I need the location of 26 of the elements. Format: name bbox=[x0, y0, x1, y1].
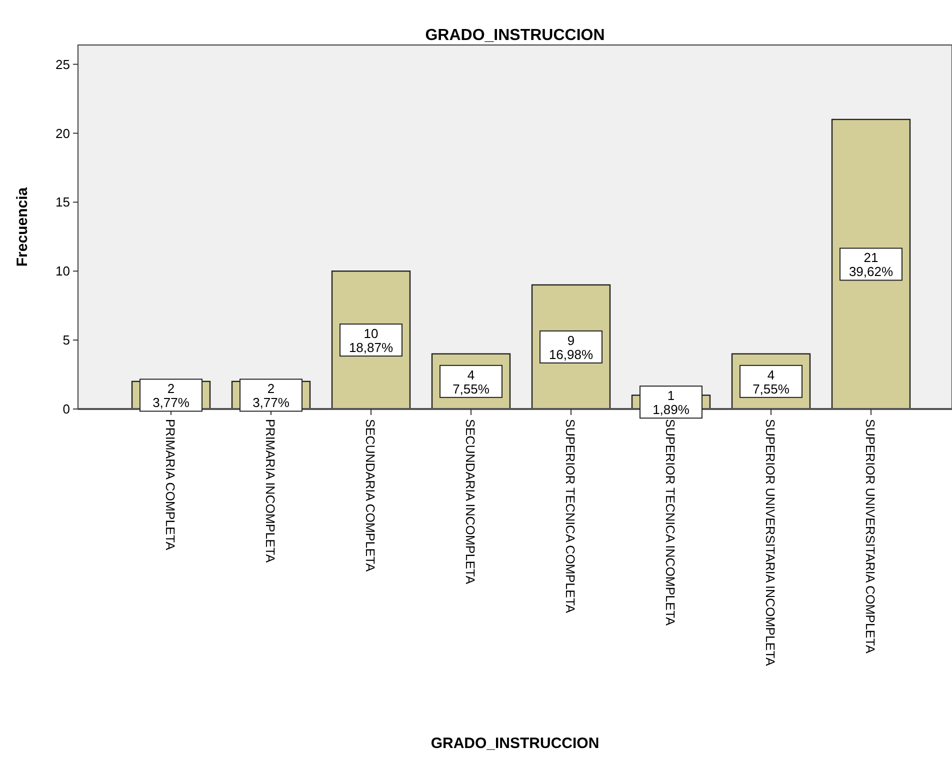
data-label: 4 7,55% bbox=[452, 367, 490, 396]
y-tick-label: 25 bbox=[56, 56, 70, 72]
y-tick-label: 10 bbox=[56, 264, 70, 279]
y-tick-label: 20 bbox=[56, 126, 70, 141]
x-tick-label: SUPERIOR UNIVERSITARIA COMPLETA bbox=[863, 419, 877, 654]
x-tick-label: SUPERIOR UNIVERSITARIA INCOMPLETA bbox=[763, 419, 777, 666]
y-tick-label: 15 bbox=[56, 194, 70, 210]
chart-title: GRADO_INSTRUCCION bbox=[425, 27, 605, 44]
data-label: 1 1,89% bbox=[652, 388, 690, 418]
y-tick-label: 5 bbox=[62, 332, 70, 348]
data-label: 21 39,62% bbox=[848, 250, 894, 280]
x-axis-title: GRADO_INSTRUCCION bbox=[430, 735, 600, 752]
data-label: 2 3,77% bbox=[152, 381, 190, 410]
x-tick-label: SUPERIOR TECNICA COMPLETA bbox=[563, 419, 577, 614]
bar bbox=[831, 118, 911, 410]
x-tick-label: SECUNDARIA INCOMPLETA bbox=[463, 419, 477, 585]
x-tick-label: PRIMARIA COMPLETA bbox=[163, 419, 177, 551]
data-label: 2 3,77% bbox=[252, 381, 290, 410]
data-label: 4 7,55% bbox=[752, 367, 790, 396]
y-axis-title: Frecuencia bbox=[14, 186, 31, 267]
x-tick-label: SECUNDARIA COMPLETA bbox=[363, 419, 377, 572]
data-label: 9 16,98% bbox=[548, 332, 594, 362]
data-label: 10 18,87% bbox=[348, 326, 394, 356]
x-tick-label: PRIMARIA INCOMPLETA bbox=[263, 419, 277, 564]
y-tick-label: 0 bbox=[62, 402, 70, 417]
x-tick-label: SUPERIOR TECNICA INCOMPLETA bbox=[663, 419, 677, 626]
